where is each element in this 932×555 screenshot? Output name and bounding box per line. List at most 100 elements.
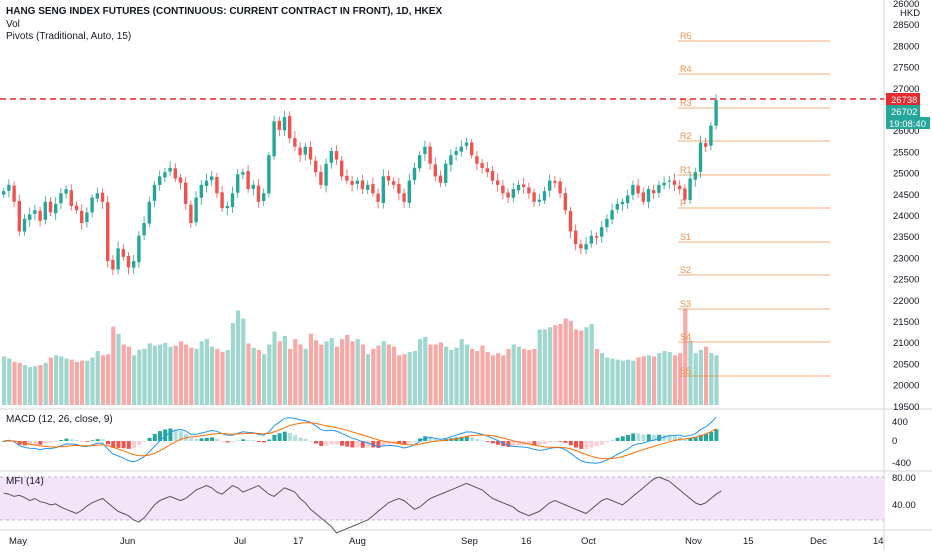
macd-histogram-bar <box>667 434 672 441</box>
macd-histogram-bar <box>459 436 464 441</box>
volume-bar <box>589 324 594 405</box>
volume-bar <box>210 346 215 405</box>
volume-bar <box>282 335 287 405</box>
candle-body <box>537 199 541 202</box>
candle-body <box>334 151 339 160</box>
candle-body <box>256 185 261 202</box>
macd-histogram-bar <box>267 439 272 441</box>
volume-bar <box>376 345 381 405</box>
pivot-layer: R5 R4 R3 R2 R1 P S1 S2 S3 S4 S5 <box>678 31 830 377</box>
mfi-legend[interactable]: MFI (14) <box>6 476 44 487</box>
volume-bar <box>319 344 324 405</box>
candle-body <box>142 222 146 236</box>
candle-body <box>620 201 625 205</box>
price-tick: 23000 <box>893 253 919 264</box>
chart-title[interactable]: HANG SENG INDEX FUTURES (CONTINUOUS: CUR… <box>6 6 443 17</box>
volume-bar <box>230 322 235 405</box>
candle-body <box>163 172 167 178</box>
volume-bar <box>126 346 131 405</box>
macd-histogram-bar <box>33 441 38 445</box>
macd-histogram-bar <box>142 441 147 442</box>
macd-histogram-bar <box>256 441 261 443</box>
macd-histogram-bar <box>381 441 386 446</box>
macd-histogram-bar <box>210 437 214 441</box>
volume-bar <box>48 357 53 405</box>
volume-bar <box>548 327 553 405</box>
volume-bar <box>272 331 277 405</box>
volume-bar <box>714 355 719 405</box>
pivot-label-r3: R3 <box>680 98 692 108</box>
candle-body <box>548 180 552 191</box>
candle-body <box>7 184 11 191</box>
volume-bar <box>392 346 397 405</box>
volume-bar <box>355 339 360 405</box>
candle-body <box>480 163 484 168</box>
candle-body <box>433 164 437 177</box>
volume-bar <box>490 355 495 405</box>
volume-bar <box>459 339 464 405</box>
macd-histogram-bar <box>433 438 438 441</box>
macd-histogram-bar <box>116 441 121 448</box>
volume-bar <box>189 347 194 405</box>
macd-histogram-bar <box>95 439 100 441</box>
volume-bar <box>423 336 428 405</box>
volume-bar <box>428 344 433 405</box>
macd-histogram-bar <box>376 441 381 448</box>
macd-histogram-bar <box>282 431 287 441</box>
macd-histogram-bar <box>548 441 552 443</box>
macd-histogram-bar <box>475 438 480 441</box>
candle-body <box>454 151 458 155</box>
macd-histogram-bar <box>704 433 708 441</box>
macd-histogram-bar <box>589 441 594 448</box>
volume-bar <box>485 352 490 405</box>
volume-bar <box>501 355 506 405</box>
macd-histogram-bar <box>366 441 370 448</box>
macd-tick-0: 0 <box>892 436 897 447</box>
mfi-tick-40: 40.00 <box>892 500 916 511</box>
candle-body <box>594 236 599 238</box>
macd-histogram-bar <box>272 434 277 441</box>
volume-bar <box>241 318 246 405</box>
macd-legend[interactable]: MACD (12, 26, close, 9) <box>6 414 113 425</box>
macd-histogram-bar <box>397 441 402 445</box>
volume-bar <box>506 348 511 405</box>
candle-body <box>12 185 16 202</box>
macd-histogram-bar <box>428 436 433 441</box>
macd-histogram-bar <box>225 441 230 443</box>
macd-histogram-bar <box>579 441 584 449</box>
candle-body <box>282 117 287 131</box>
volume-bar <box>64 358 69 405</box>
candle-body <box>236 174 240 193</box>
volume-bar <box>516 346 521 405</box>
high-price-tag: 26738 <box>886 93 920 106</box>
macd-histogram-bar <box>714 429 719 441</box>
candle-body <box>298 147 302 156</box>
candle-body <box>496 180 500 185</box>
macd-histogram-bar <box>568 441 573 446</box>
candle-body <box>605 218 609 228</box>
macd-histogram-bar <box>636 433 641 441</box>
candle-body <box>189 204 193 223</box>
volume-bar <box>33 366 38 405</box>
volume-bar <box>80 360 85 405</box>
volume-bar <box>199 341 204 405</box>
volume-legend[interactable]: Vol <box>6 19 20 30</box>
macd-histogram-bar <box>496 441 500 445</box>
candle-body <box>511 189 515 198</box>
pivots-legend[interactable]: Pivots (Traditional, Auto, 15) <box>6 31 132 42</box>
candle-body <box>324 163 328 186</box>
macd-histogram-bar <box>246 440 251 441</box>
price-tick: 21500 <box>893 317 919 328</box>
macd-histogram-bar <box>402 441 407 445</box>
price-tick: 19500 <box>893 402 919 413</box>
candle-body <box>610 210 614 220</box>
volume-bar <box>683 308 688 405</box>
macd-histogram-bar <box>688 438 693 441</box>
macd-histogram-bar <box>64 438 69 441</box>
volume-bar <box>620 360 625 405</box>
volume-bar <box>480 345 485 405</box>
candle-body <box>43 201 47 220</box>
